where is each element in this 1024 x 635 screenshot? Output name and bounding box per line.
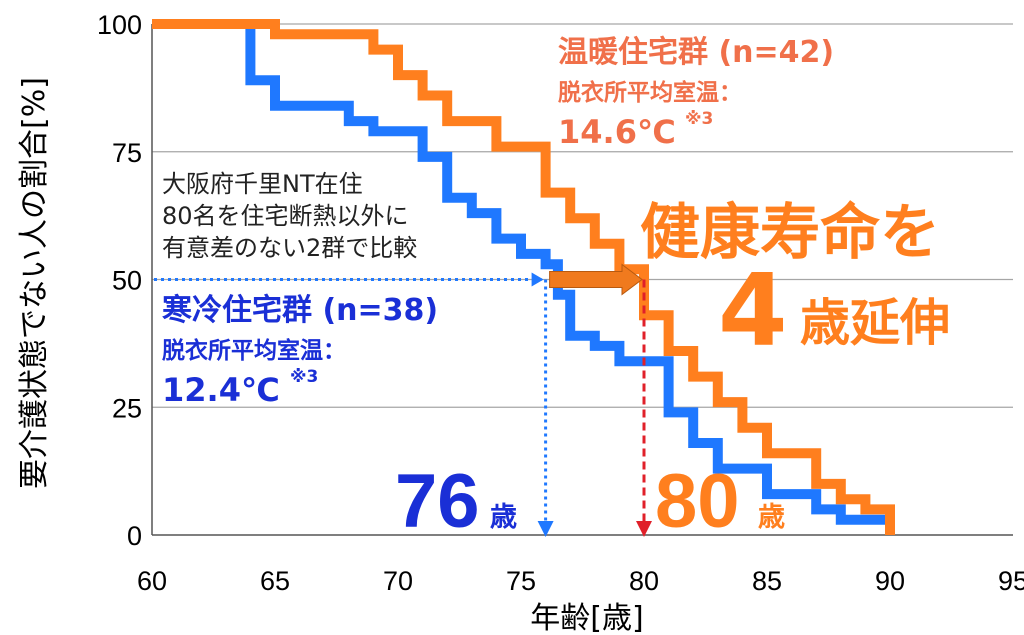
warm-age-callout: 80 歳 — [655, 459, 785, 544]
warm-group-title: 温暖住宅群 (n=42) — [558, 35, 834, 70]
y-tick-label-75: 75 — [112, 138, 142, 168]
headline-number: 4 — [718, 252, 788, 369]
warm-group-label: 温暖住宅群 (n=42) 脱衣所平均室温： 14.6℃ ※3 — [558, 35, 834, 151]
study-note-line-1: 大阪府千里NT在住 — [162, 170, 363, 198]
cold-median-arrowhead — [537, 521, 554, 537]
headline-suffix: 歳延伸 — [800, 294, 950, 352]
y-axis-ticks: 0 25 50 75 100 — [97, 10, 142, 551]
cold-group-subtitle: 脱衣所平均室温： — [162, 337, 346, 364]
axes — [151, 24, 1013, 536]
median-markers — [154, 263, 652, 537]
y-tick-label-100: 100 — [97, 10, 142, 40]
series-line-cold — [152, 19, 890, 525]
x-tick-label-60: 60 — [137, 566, 167, 596]
y-tick-label-0: 0 — [127, 521, 142, 551]
study-note-line-2: 80名を住宅断熱以外に — [162, 202, 409, 230]
x-axis-title: 年齢[歳] — [530, 601, 643, 635]
warm-group-temp: 14.6℃ — [558, 113, 676, 151]
x-axis-ticks: 60 65 70 75 80 85 90 95 — [137, 566, 1024, 596]
cold-age-number: 76 — [395, 459, 480, 544]
y-tick-label-25: 25 — [112, 393, 142, 423]
x-tick-label-70: 70 — [383, 566, 413, 596]
warm-group-subtitle: 脱衣所平均室温： — [558, 79, 742, 106]
cold-group-note: ※3 — [290, 367, 318, 387]
cold-group-temp: 12.4℃ — [162, 371, 280, 409]
study-note: 大阪府千里NT在住 80名を住宅断熱以外に 有意差のない2群で比較 — [162, 170, 417, 262]
series-line-warm — [152, 19, 895, 535]
cold-group-label: 寒冷住宅群 (n=38) 脱衣所平均室温： 12.4℃ ※3 — [162, 293, 438, 409]
x-tick-label-95: 95 — [998, 566, 1024, 596]
study-note-line-3: 有意差のない2群で比較 — [162, 234, 417, 262]
x-tick-label-90: 90 — [875, 566, 905, 596]
warm-age-number: 80 — [655, 459, 740, 544]
median-horizontal-arrowhead — [531, 272, 544, 287]
cold-age-callout: 76 歳 — [395, 459, 517, 544]
warm-group-note: ※3 — [685, 109, 713, 129]
x-tick-label-65: 65 — [260, 566, 290, 596]
x-tick-label-85: 85 — [752, 566, 782, 596]
x-tick-label-75: 75 — [506, 566, 536, 596]
warm-age-unit: 歳 — [758, 502, 785, 533]
cold-age-unit: 歳 — [490, 502, 517, 533]
shift-arrow — [549, 263, 643, 296]
y-axis-title: 要介護状態でない人の割合[%] — [17, 77, 52, 489]
warm-median-arrowhead — [636, 521, 652, 537]
cold-group-title: 寒冷住宅群 (n=38) — [162, 293, 438, 328]
x-tick-label-80: 80 — [629, 566, 659, 596]
headline-line-1: 健康寿命を — [640, 198, 940, 268]
headline: 健康寿命を 4 歳延伸 — [640, 198, 950, 369]
y-tick-label-50: 50 — [112, 266, 142, 296]
series-lines — [152, 19, 895, 535]
